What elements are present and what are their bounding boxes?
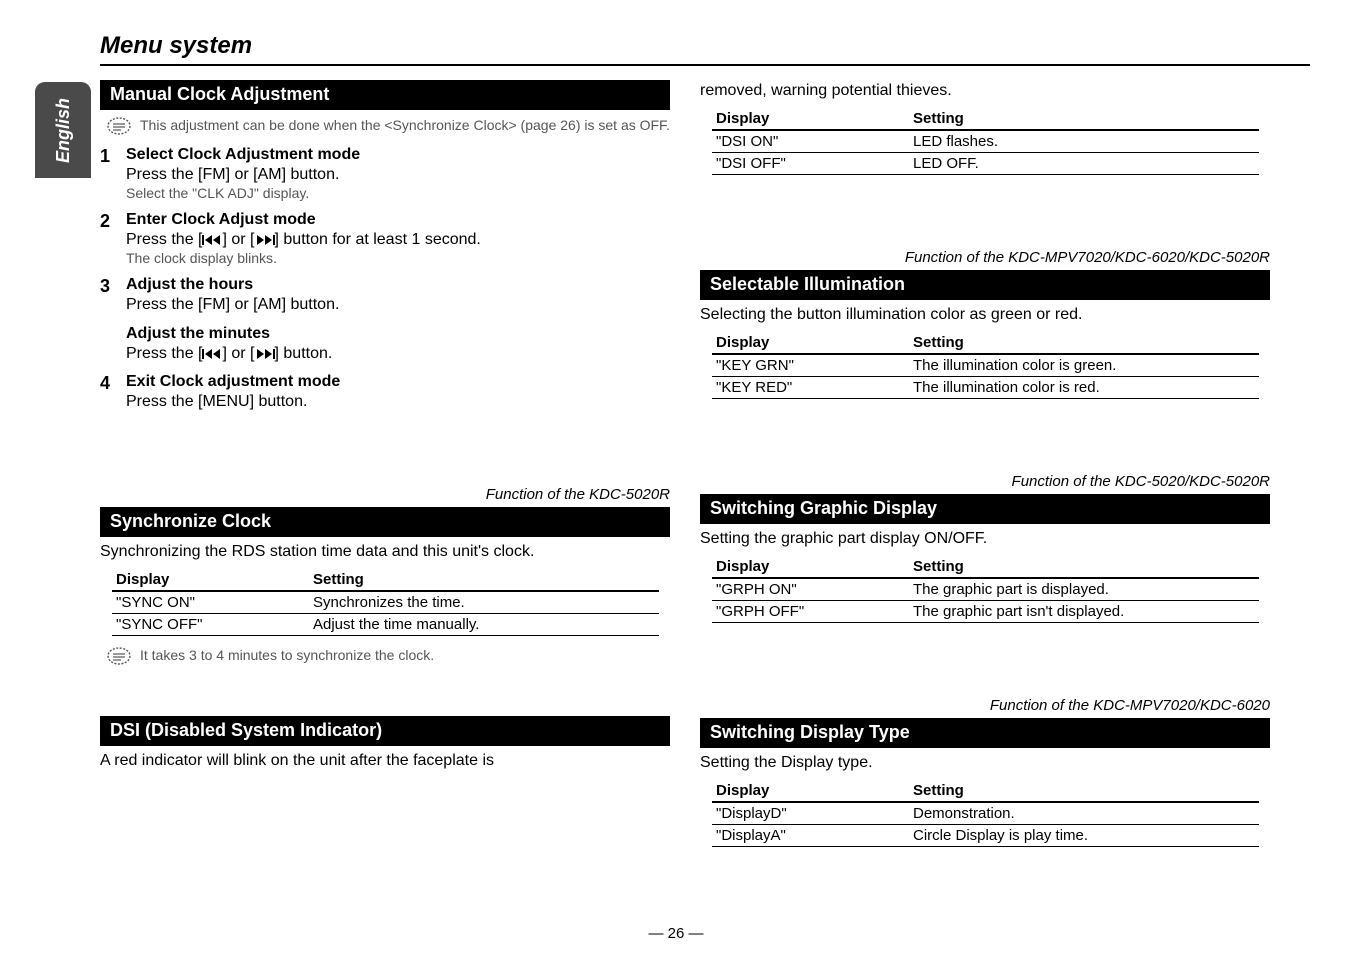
- note-icon: [106, 116, 132, 136]
- step-3: 3 Adjust the hours Press the [FM] or [AM…: [100, 276, 670, 315]
- display-type-table: DisplaySetting "DisplayD"Demonstration. …: [712, 780, 1259, 847]
- th-display: Display: [112, 569, 309, 591]
- left-column: Manual Clock Adjustment This adjustment …: [100, 80, 670, 778]
- step-title: Enter Clock Adjust mode: [126, 211, 670, 229]
- table-row: "KEY RED"The illumination color is red.: [712, 377, 1259, 399]
- note-row: It takes 3 to 4 minutes to synchronize t…: [106, 646, 670, 666]
- section-dsi: DSI (Disabled System Indicator): [100, 716, 670, 746]
- function-label: Function of the KDC-5020/KDC-5020R: [700, 473, 1270, 490]
- step-num: 1: [100, 146, 116, 201]
- section-intro: Setting the graphic part display ON/OFF.: [700, 530, 1270, 548]
- th-display: Display: [712, 780, 909, 802]
- right-column: removed, warning potential thieves. Disp…: [700, 80, 1270, 851]
- th-setting: Setting: [909, 108, 1259, 130]
- step-line: Press the [MENU] button.: [126, 393, 670, 411]
- step-line: Press the [] or [] button.: [126, 345, 670, 363]
- section-intro: Synchronizing the RDS station time data …: [100, 543, 670, 561]
- section-sync-clock: Synchronize Clock: [100, 507, 670, 537]
- note-row: This adjustment can be done when the <Sy…: [106, 116, 670, 136]
- page-number: — 26 —: [0, 925, 1352, 942]
- th-setting: Setting: [909, 556, 1259, 578]
- section-graphic-display: Switching Graphic Display: [700, 494, 1270, 524]
- table-row: "GRPH ON"The graphic part is displayed.: [712, 578, 1259, 601]
- function-label: Function of the KDC-5020R: [100, 486, 670, 503]
- illumination-table: DisplaySetting "KEY GRN"The illumination…: [712, 332, 1259, 399]
- table-row: "DSI OFF"LED OFF.: [712, 153, 1259, 175]
- language-label: English: [53, 97, 74, 162]
- section-manual-clock: Manual Clock Adjustment: [100, 80, 670, 110]
- section-intro: Selecting the button illumination color …: [700, 306, 1270, 324]
- table-row: "SYNC OFF"Adjust the time manually.: [112, 614, 659, 636]
- step-line: Press the [] or [] button for at least 1…: [126, 231, 670, 249]
- step-num: 2: [100, 211, 116, 266]
- section-display-type: Switching Display Type: [700, 718, 1270, 748]
- step-title: Adjust the minutes: [126, 325, 670, 343]
- step-line: Press the [FM] or [AM] button.: [126, 166, 670, 184]
- step-title: Exit Clock adjustment mode: [126, 373, 670, 391]
- th-display: Display: [712, 332, 909, 354]
- table-row: "DisplayA"Circle Display is play time.: [712, 825, 1259, 847]
- step-line: Press the [FM] or [AM] button.: [126, 296, 670, 314]
- language-tab: English: [35, 82, 91, 178]
- table-row: "GRPH OFF"The graphic part isn't display…: [712, 601, 1259, 623]
- table-row: "DSI ON"LED flashes.: [712, 130, 1259, 153]
- section-intro: removed, warning potential thieves.: [700, 82, 1270, 100]
- prev-track-icon: [202, 348, 222, 360]
- note-text: This adjustment can be done when the <Sy…: [140, 116, 670, 135]
- th-setting: Setting: [309, 569, 659, 591]
- note-icon: [106, 646, 132, 666]
- th-setting: Setting: [909, 332, 1259, 354]
- step-1: 1 Select Clock Adjustment mode Press the…: [100, 146, 670, 201]
- th-display: Display: [712, 108, 909, 130]
- section-illumination: Selectable Illumination: [700, 270, 1270, 300]
- function-label: Function of the KDC-MPV7020/KDC-6020: [700, 697, 1270, 714]
- step-title: Adjust the hours: [126, 276, 670, 294]
- graphic-table: DisplaySetting "GRPH ON"The graphic part…: [712, 556, 1259, 623]
- title-rule: [100, 64, 1310, 66]
- sync-clock-table: DisplaySetting "SYNC ON"Synchronizes the…: [112, 569, 659, 636]
- table-row: "DisplayD"Demonstration.: [712, 802, 1259, 825]
- dsi-table: DisplaySetting "DSI ON"LED flashes. "DSI…: [712, 108, 1259, 175]
- step-sub: Select the "CLK ADJ" display.: [126, 185, 670, 201]
- section-intro: Setting the Display type.: [700, 754, 1270, 772]
- th-setting: Setting: [909, 780, 1259, 802]
- prev-track-icon: [202, 234, 222, 246]
- step-sub: The clock display blinks.: [126, 250, 670, 266]
- step-2: 2 Enter Clock Adjust mode Press the [] o…: [100, 211, 670, 266]
- step-num: 3: [100, 276, 116, 315]
- section-intro: A red indicator will blink on the unit a…: [100, 752, 670, 770]
- th-display: Display: [712, 556, 909, 578]
- function-label: Function of the KDC-MPV7020/KDC-6020/KDC…: [700, 249, 1270, 266]
- note-text: It takes 3 to 4 minutes to synchronize t…: [140, 646, 434, 665]
- page-title: Menu system: [100, 32, 252, 60]
- table-row: "KEY GRN"The illumination color is green…: [712, 354, 1259, 377]
- adjust-minutes: Adjust the minutes Press the [] or [] bu…: [126, 325, 670, 363]
- step-title: Select Clock Adjustment mode: [126, 146, 670, 164]
- next-track-icon: [255, 234, 275, 246]
- step-4: 4 Exit Clock adjustment mode Press the […: [100, 373, 670, 412]
- table-row: "SYNC ON"Synchronizes the time.: [112, 591, 659, 614]
- next-track-icon: [255, 348, 275, 360]
- step-num: 4: [100, 373, 116, 412]
